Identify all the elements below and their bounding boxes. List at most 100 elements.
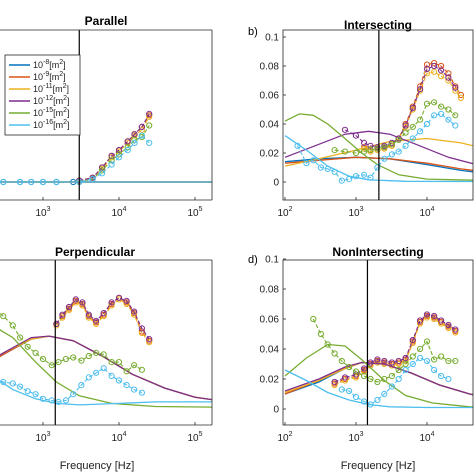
data-point xyxy=(146,110,153,118)
y-tick-label: 0.08 xyxy=(260,62,280,73)
measured-curve xyxy=(344,65,456,148)
data-point xyxy=(62,355,70,363)
panel-perpendicular: Perpendicular 103 104 105 Frequency [Hz] xyxy=(0,245,213,472)
plot-area xyxy=(0,260,212,425)
data-point xyxy=(338,177,345,184)
data-point xyxy=(310,315,317,323)
data-point xyxy=(131,131,138,138)
data-point xyxy=(108,359,115,366)
data-point xyxy=(402,366,409,374)
data-point xyxy=(9,380,16,387)
data-point xyxy=(388,372,395,380)
plot-area xyxy=(0,30,212,200)
data-point xyxy=(93,369,100,376)
legend-entry: 10-16[m2] xyxy=(9,119,70,130)
data-point xyxy=(55,398,62,405)
data-point xyxy=(374,145,381,152)
data-point xyxy=(124,138,131,145)
x-ticks: 103 104 105 xyxy=(35,422,203,444)
data-point xyxy=(452,329,459,336)
data-point xyxy=(317,330,324,338)
data-point xyxy=(402,360,409,368)
data-point xyxy=(39,355,47,363)
data-point xyxy=(409,360,416,368)
model-curve xyxy=(0,335,212,401)
data-point xyxy=(431,99,438,106)
data-point xyxy=(341,126,349,133)
panel-parallel: Parallel 103 104 105 10-8[m2] 10-9[m2] 10-… xyxy=(0,14,213,219)
data-point xyxy=(108,161,115,168)
data-point xyxy=(438,353,445,360)
data-point xyxy=(361,365,368,372)
data-point xyxy=(423,61,431,68)
data-point xyxy=(115,154,123,161)
data-point xyxy=(431,312,438,320)
data-point xyxy=(395,136,402,143)
data-point xyxy=(395,360,402,368)
x-axis-label: Frequency [Hz] xyxy=(60,460,135,472)
data-point xyxy=(423,311,431,318)
data-point xyxy=(438,62,445,70)
y-ticks: 0 0.02 0.04 0.06 0.08 0.1 xyxy=(260,33,286,189)
data-point xyxy=(39,395,47,402)
data-point xyxy=(361,148,368,155)
data-point xyxy=(331,350,338,357)
data-point xyxy=(146,139,153,146)
data-point xyxy=(72,296,79,303)
data-point xyxy=(324,341,331,348)
data-point xyxy=(417,317,424,324)
data-point xyxy=(417,128,424,135)
data-point xyxy=(317,164,324,171)
data-point xyxy=(352,132,360,139)
plot-frame xyxy=(282,259,474,426)
data-point xyxy=(338,386,345,393)
data-point xyxy=(124,147,131,154)
data-point xyxy=(0,378,7,386)
data-point xyxy=(417,86,424,93)
x-tick-label: 103 xyxy=(348,431,363,444)
legend-label: 10-15[m2] xyxy=(33,107,70,118)
x-tick-label: 103 xyxy=(35,206,50,219)
data-point xyxy=(115,147,123,154)
data-point xyxy=(445,375,452,383)
y-tick-label: 0.06 xyxy=(260,91,280,102)
x-ticks: 103 104 105 xyxy=(35,197,203,219)
data-point xyxy=(423,357,431,365)
data-point xyxy=(294,142,301,149)
x-ticks: 102 103 104 xyxy=(277,422,435,444)
data-point xyxy=(123,382,130,389)
x-tick-label: 105 xyxy=(187,206,202,219)
data-point xyxy=(346,387,353,395)
data-point xyxy=(324,165,331,172)
data-point xyxy=(445,321,452,329)
data-point xyxy=(115,377,123,384)
data-point xyxy=(431,60,438,67)
data-point xyxy=(431,356,438,363)
data-point xyxy=(431,62,438,70)
data-point xyxy=(374,356,381,363)
data-point xyxy=(395,366,402,374)
model-curve xyxy=(284,361,473,396)
data-point xyxy=(70,354,77,361)
data-point xyxy=(402,122,409,129)
data-point xyxy=(361,372,368,380)
data-point xyxy=(131,308,138,315)
data-point xyxy=(131,362,138,369)
legend-label: 10-8[m2] xyxy=(33,59,66,70)
x-tick-label: 104 xyxy=(419,431,434,444)
legend-label: 10-16[m2] xyxy=(33,119,70,130)
data-point xyxy=(381,155,388,162)
data-point xyxy=(346,176,353,183)
data-point xyxy=(452,326,459,333)
data-point xyxy=(445,116,452,123)
data-point xyxy=(331,168,338,175)
data-point xyxy=(438,73,445,80)
data-point xyxy=(452,84,459,91)
legend-entry: 10-8[m2] xyxy=(9,59,66,70)
y-tick-label: 0.04 xyxy=(260,120,280,131)
data-point xyxy=(115,294,123,301)
y-tick-label: 0.06 xyxy=(260,315,280,326)
data-point xyxy=(409,336,416,344)
model-curve xyxy=(284,156,473,171)
data-point xyxy=(62,397,70,404)
